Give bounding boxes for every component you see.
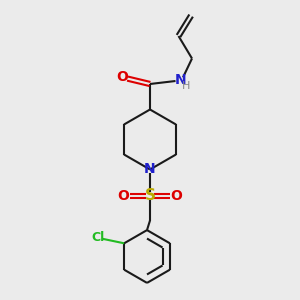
Text: O: O <box>116 70 128 84</box>
Text: O: O <box>170 189 182 203</box>
Text: N: N <box>144 163 156 176</box>
Text: N: N <box>175 74 187 87</box>
Text: S: S <box>145 188 155 203</box>
Text: Cl: Cl <box>92 231 105 244</box>
Text: H: H <box>182 81 190 92</box>
Text: O: O <box>118 189 130 203</box>
